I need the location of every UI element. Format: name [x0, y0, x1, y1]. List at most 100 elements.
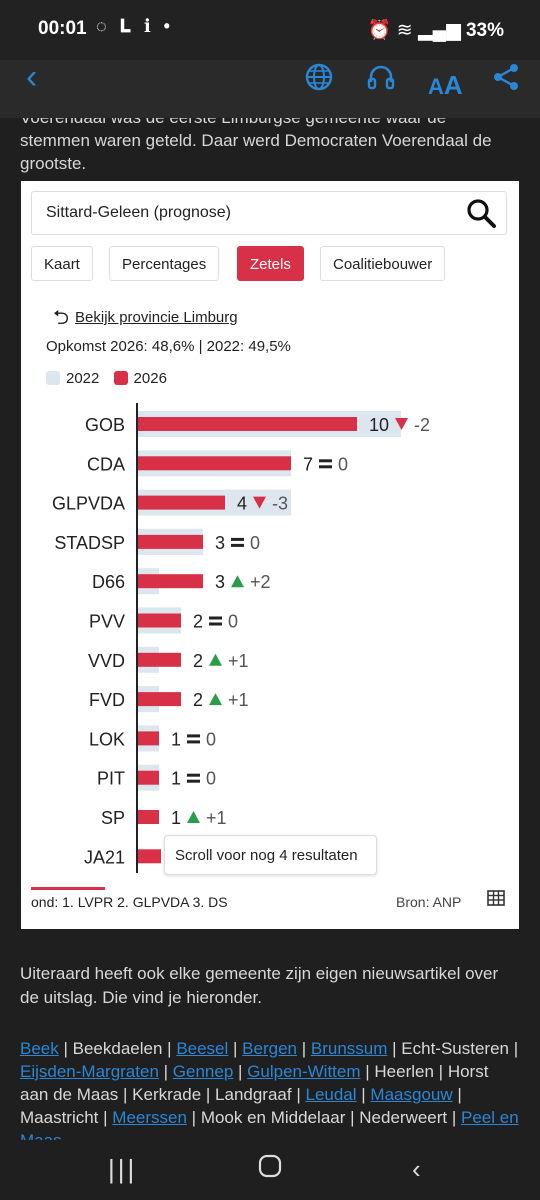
chart-legend: 2022 2026: [46, 370, 177, 387]
legend-item-2026: 2026: [113, 370, 167, 387]
separator: |: [433, 1062, 448, 1081]
seat-change: +1: [206, 808, 227, 828]
election-widget: Sittard-Geleen (prognose) Kaart Percenta…: [21, 181, 519, 929]
equal-icon: [209, 616, 222, 620]
municipality-link[interactable]: Maasgouw: [370, 1085, 453, 1104]
municipality-link[interactable]: Leudal: [305, 1085, 357, 1104]
party-label: LOK: [89, 729, 125, 749]
headphones-icon[interactable]: [366, 62, 396, 100]
equal-icon: [187, 740, 200, 744]
municipality-name: Maastricht: [20, 1108, 99, 1127]
municipality-name: Kerkrade: [132, 1085, 202, 1104]
separator: |: [297, 1039, 311, 1058]
province-link[interactable]: ⮌ Bekijk provincie Limburg: [53, 303, 238, 337]
return-arrow-icon: ⮌: [53, 307, 70, 329]
equal-icon: [187, 734, 200, 738]
seat-change: -3: [272, 494, 288, 514]
down-arrow-icon: [253, 496, 266, 509]
legend-swatch: [113, 371, 128, 385]
municipality-search[interactable]: Sittard-Geleen (prognose): [31, 191, 507, 235]
share-icon[interactable]: [492, 62, 520, 100]
seat-value: 1: [171, 769, 181, 789]
bar-2026: [137, 574, 203, 589]
seat-change: 0: [250, 533, 260, 553]
alarm-icon: ⏰: [367, 20, 392, 41]
separator: |: [356, 1085, 371, 1104]
down-arrow-icon: [395, 418, 408, 430]
separator: |: [452, 1085, 462, 1104]
equal-icon: [187, 773, 200, 777]
municipality-link[interactable]: Eijsden-Margraten: [20, 1062, 159, 1081]
equal-icon: [231, 543, 244, 547]
globe-icon[interactable]: [304, 62, 334, 100]
party-label: GLPVDA: [52, 494, 125, 514]
party-label: VVD: [88, 651, 125, 671]
separator: |: [158, 1062, 173, 1081]
search-input[interactable]: Sittard-Geleen (prognose): [46, 204, 231, 221]
municipality-name: Landgraaf: [215, 1085, 292, 1104]
legend-item-2022: 2022: [46, 370, 99, 387]
seat-value: 2: [193, 690, 203, 710]
system-nav-bar: ||| ‹: [0, 1140, 540, 1200]
seat-change: 0: [206, 769, 216, 789]
bar-2026: [137, 849, 161, 864]
municipality-link[interactable]: Beek: [20, 1039, 59, 1058]
municipality-link[interactable]: Beesel: [176, 1039, 229, 1058]
tab-kaart[interactable]: Kaart: [31, 246, 93, 281]
seat-change: +1: [228, 690, 249, 710]
seat-value: 2: [193, 651, 203, 671]
recents-icon[interactable]: |||: [108, 1154, 138, 1184]
up-arrow-icon: [209, 693, 222, 706]
back-icon[interactable]: ‹: [26, 58, 38, 96]
turnout-text: Opkomst 2026: 48,6% | 2022: 49,5%: [46, 338, 291, 355]
municipality-name: Echt-Susteren: [401, 1039, 510, 1058]
up-arrow-icon: [209, 653, 222, 666]
party-label: GOB: [85, 415, 125, 435]
back-nav-icon[interactable]: ‹: [412, 1154, 421, 1184]
equal-icon: [209, 622, 222, 626]
notification-icons: ◌ 𝐋 ℹ •: [96, 16, 174, 36]
app-toolbar: ‹ AA: [0, 58, 540, 118]
status-bar: 00:01 ◌ 𝐋 ℹ • ⏰ ≋ ▂▄▆ 33%: [0, 0, 540, 60]
status-time: 00:01: [38, 18, 87, 39]
equal-icon: [319, 465, 332, 469]
source-label: Bron: ANP: [396, 894, 462, 910]
seat-value: 7: [303, 454, 313, 474]
municipality-link[interactable]: Bergen: [242, 1039, 297, 1058]
home-icon[interactable]: [258, 1154, 282, 1185]
search-icon[interactable]: [464, 196, 498, 230]
table-icon[interactable]: [487, 890, 505, 906]
text-size-icon[interactable]: AA: [428, 70, 463, 100]
battery-level: 33%: [465, 20, 504, 41]
province-link-label[interactable]: Bekijk provincie Limburg: [75, 309, 238, 326]
municipality-link[interactable]: Brunssum: [310, 1039, 388, 1058]
footer-note: ond: 1. LVPR 2. GLPVDA 3. DS: [31, 894, 228, 910]
municipality-link[interactable]: Meerssen: [112, 1108, 187, 1127]
bar-2026: [137, 652, 181, 667]
separator: |: [387, 1039, 402, 1058]
municipality-link[interactable]: Gulpen-Wittem: [247, 1062, 361, 1081]
separator: |: [186, 1108, 201, 1127]
separator: |: [58, 1039, 73, 1058]
seat-value: 1: [171, 729, 181, 749]
signal-icon: ▂▄▆: [418, 20, 461, 41]
seat-change: +2: [250, 572, 271, 592]
bar-2026: [137, 534, 203, 549]
separator: |: [118, 1085, 133, 1104]
party-label: JA21: [84, 847, 125, 867]
tab-percentages[interactable]: Percentages: [109, 246, 220, 281]
party-label: FVD: [89, 690, 125, 710]
seat-change: 0: [228, 612, 238, 632]
municipality-name: Nederweert: [359, 1108, 448, 1127]
tab-zetels[interactable]: Zetels: [237, 246, 304, 281]
bar-2026: [137, 810, 159, 824]
bar-2026: [137, 495, 225, 510]
tab-coalitiebouwer[interactable]: Coalitiebouwer: [320, 246, 446, 281]
scroll-hint[interactable]: Scroll voor nog 4 resultaten: [164, 835, 377, 875]
party-label: CDA: [87, 454, 125, 474]
footer-accent-line: [31, 887, 105, 890]
wifi-icon: ≋: [396, 20, 413, 41]
separator: |: [162, 1039, 177, 1058]
seat-value: 1: [171, 808, 181, 828]
municipality-link[interactable]: Gennep: [172, 1062, 234, 1081]
